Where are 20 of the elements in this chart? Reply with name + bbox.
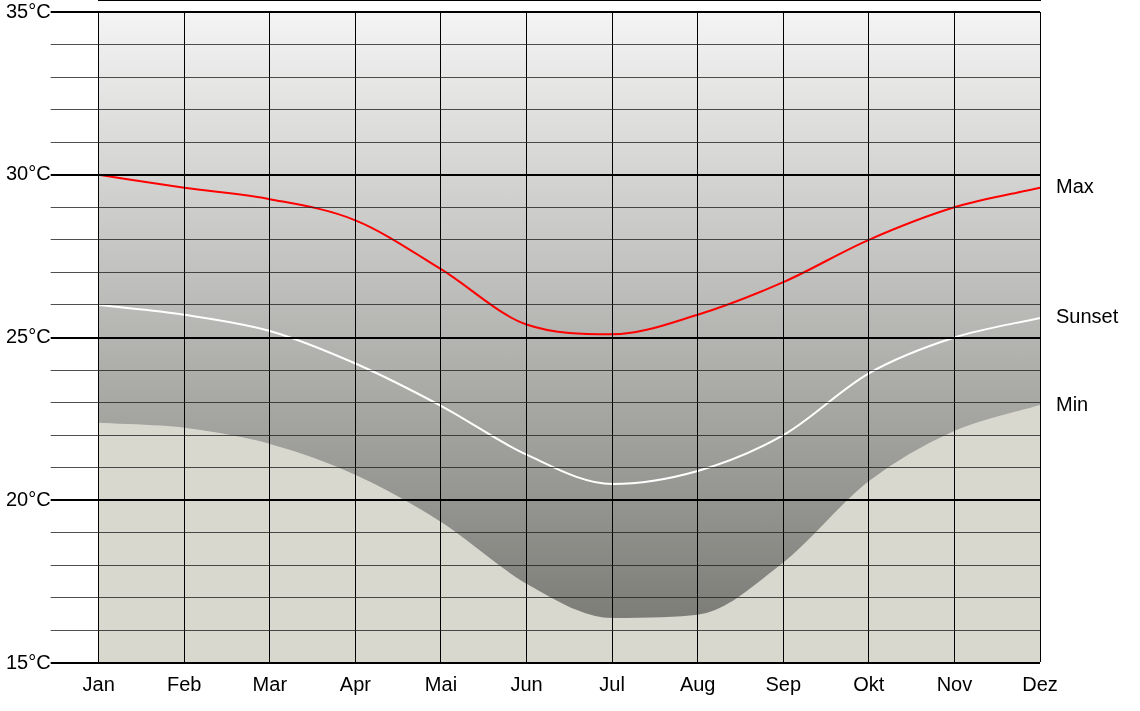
x-tick-label: Sep: [765, 672, 802, 695]
y-tick-label: 30°C: [6, 162, 51, 185]
x-tick-label: Mar: [252, 672, 288, 695]
series-label: Max: [1056, 175, 1094, 198]
x-tick-label: Jul: [599, 672, 625, 695]
y-tick-label: 35°C: [6, 0, 51, 22]
x-tick-label: Nov: [936, 672, 973, 695]
series-label: Min: [1056, 393, 1089, 416]
x-tick-label: Mai: [424, 672, 458, 695]
x-tick-label: Okt: [853, 672, 885, 695]
x-tick-label: Apr: [339, 672, 372, 695]
y-tick-label: 25°C: [6, 325, 51, 348]
y-tick-label: 20°C: [6, 487, 51, 510]
x-tick-label: Jan: [82, 672, 115, 695]
x-tick-label: Aug: [679, 672, 716, 695]
series-label: Sunset: [1056, 305, 1119, 328]
y-tick-label: 15°C: [6, 650, 51, 673]
x-tick-label: Jun: [510, 672, 543, 695]
x-tick-label: Feb: [167, 672, 202, 695]
x-tick-label: Dez: [1022, 672, 1058, 695]
